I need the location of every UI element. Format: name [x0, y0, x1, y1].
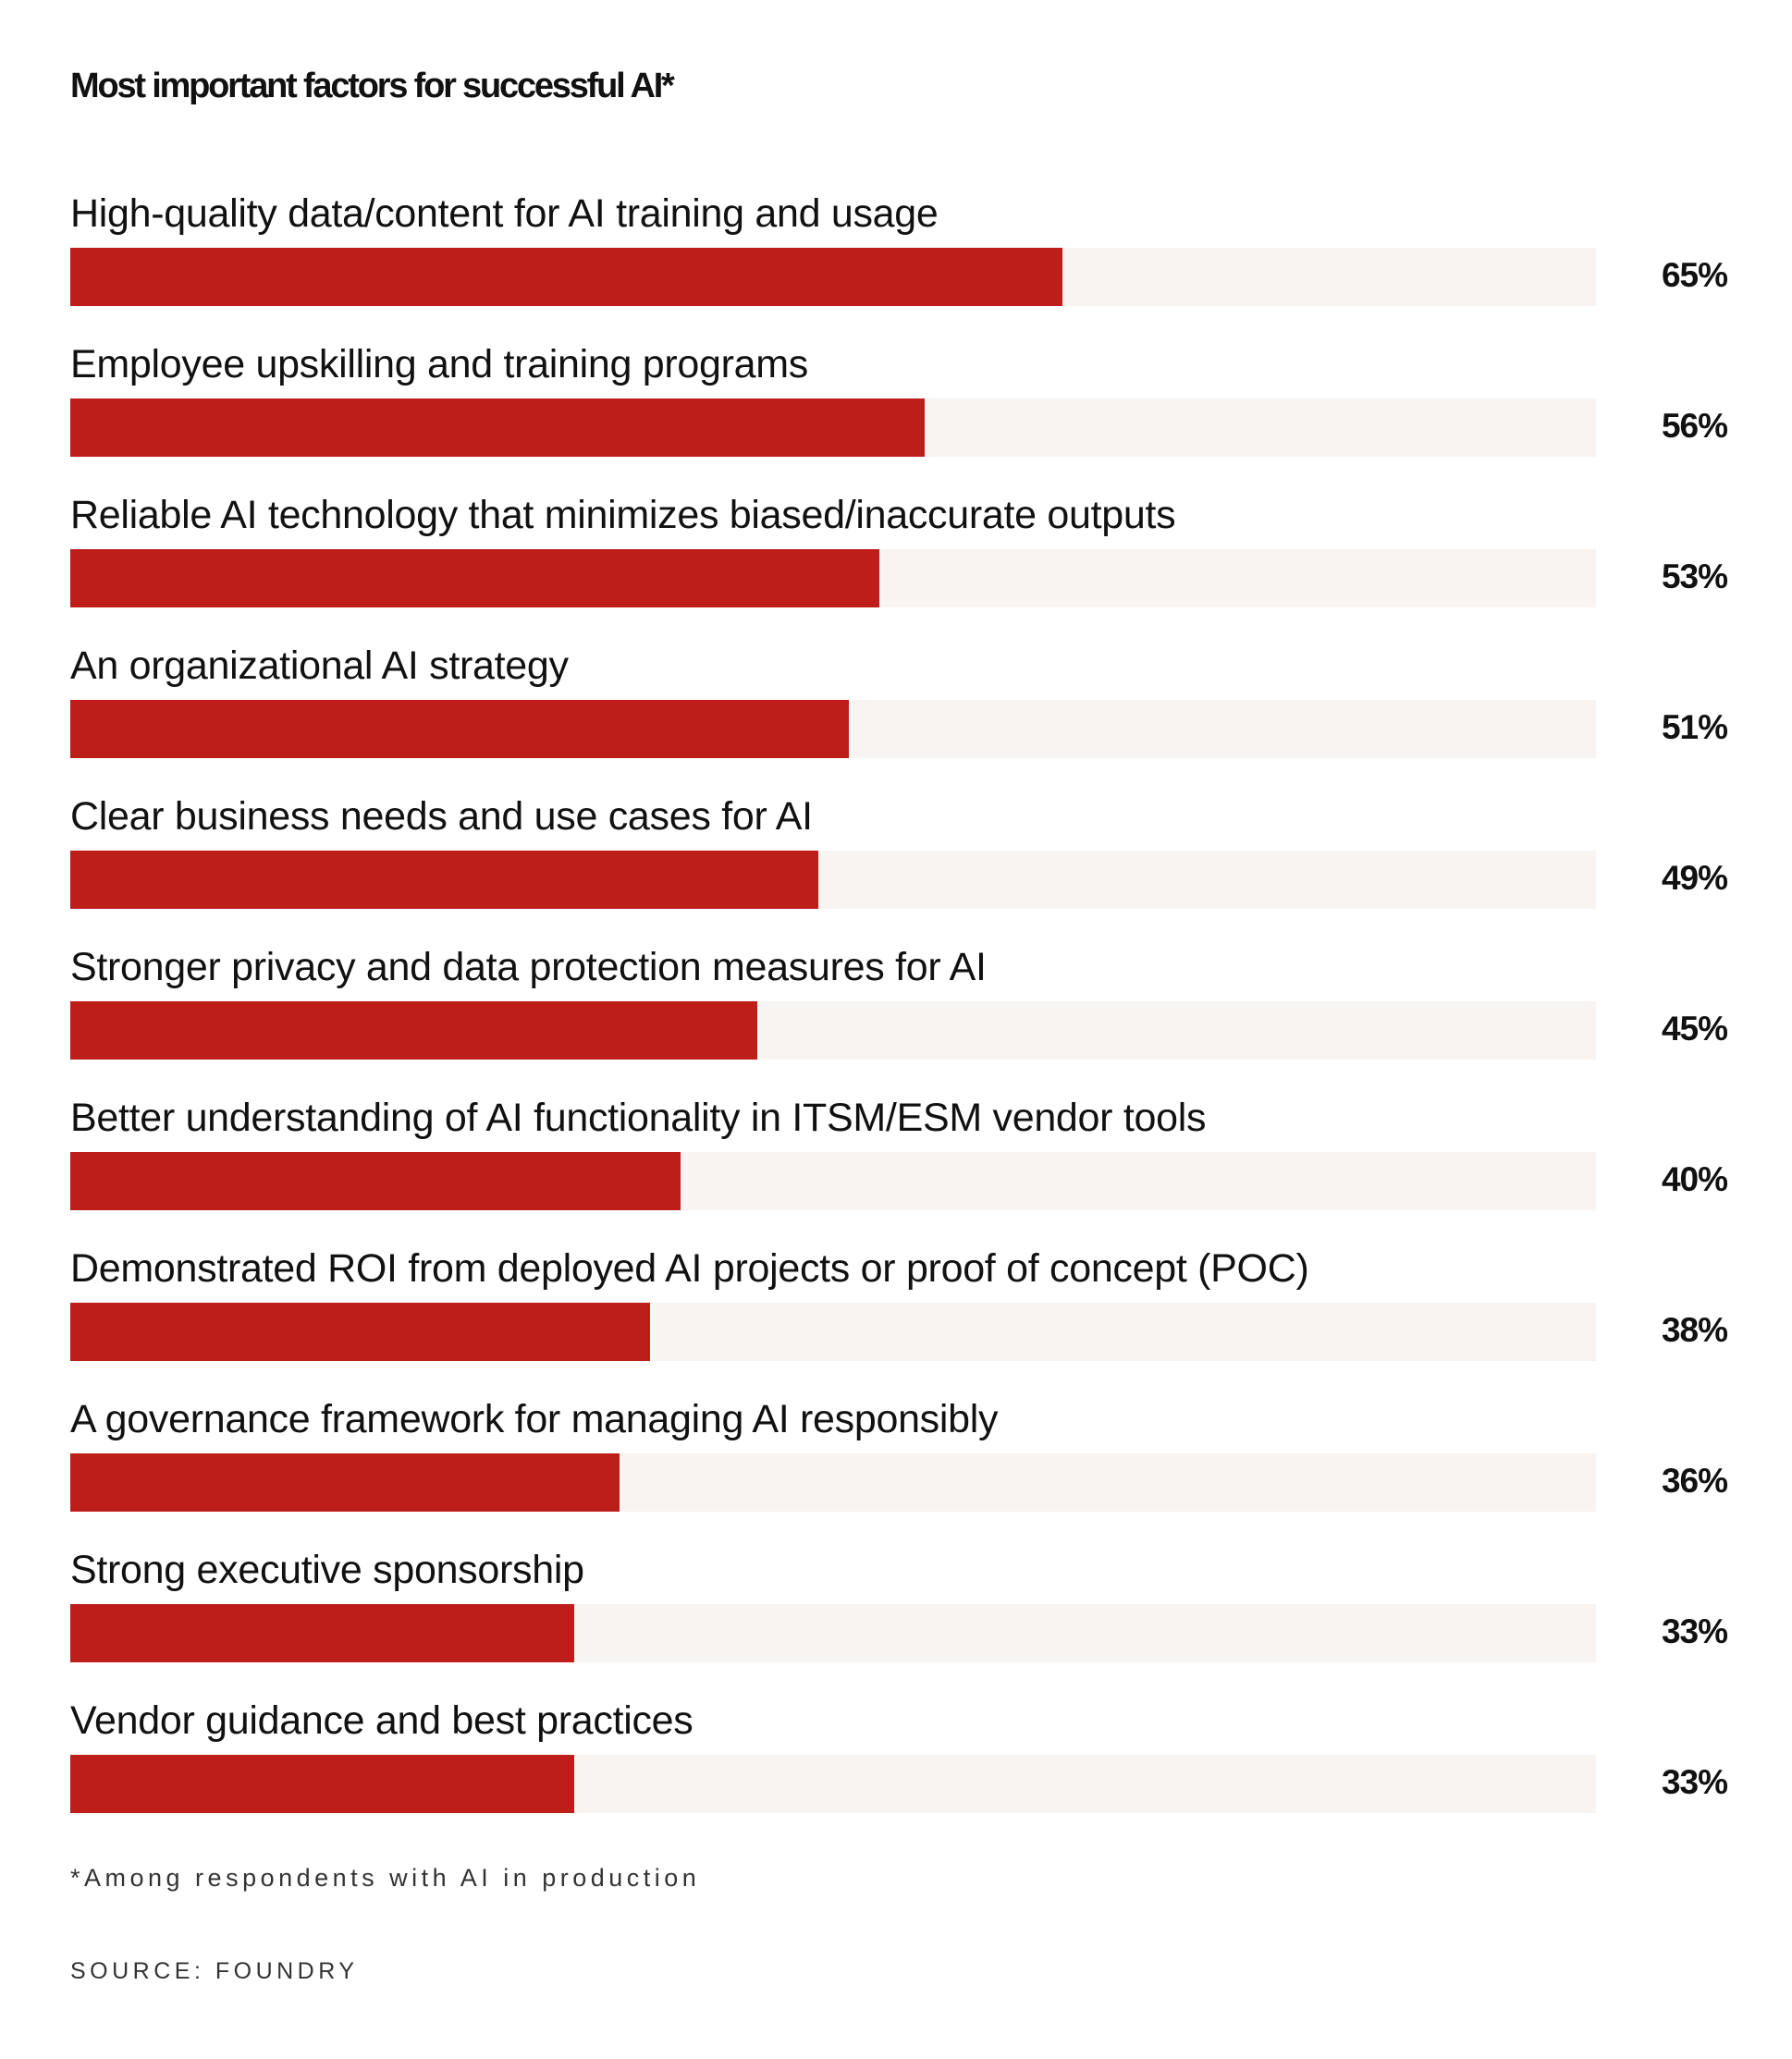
- value-label: 33%: [1661, 1763, 1728, 1801]
- category-label: Strong executive sponsorship: [70, 1548, 584, 1592]
- value-label: 45%: [1661, 1010, 1728, 1048]
- footnote: *Among respondents with AI in production: [70, 1864, 701, 1892]
- bar: [70, 1604, 574, 1662]
- value-label: 33%: [1661, 1612, 1728, 1650]
- source-note: SOURCE: FOUNDRY: [70, 1958, 359, 1984]
- bar: [70, 1001, 757, 1060]
- bar-track: [70, 700, 1596, 758]
- bar-track: [70, 248, 1596, 306]
- bar-track: [70, 398, 1596, 457]
- bar: [70, 1152, 681, 1210]
- value-label: 36%: [1661, 1462, 1728, 1500]
- category-label: Vendor guidance and best practices: [70, 1698, 693, 1743]
- bar-track: [70, 1152, 1596, 1210]
- bar: [70, 1453, 620, 1512]
- category-label: Stronger privacy and data protection mea…: [70, 945, 987, 989]
- bar: [70, 1755, 574, 1813]
- value-label: 38%: [1661, 1311, 1728, 1349]
- bar: [70, 398, 925, 457]
- bar-track: [70, 549, 1596, 607]
- category-label: High-quality data/content for AI trainin…: [70, 191, 939, 236]
- value-label: 51%: [1661, 708, 1728, 746]
- bar-track: [70, 1303, 1596, 1361]
- category-label: A governance framework for managing AI r…: [70, 1397, 999, 1441]
- value-label: 53%: [1661, 558, 1728, 595]
- value-label: 56%: [1661, 407, 1728, 445]
- bar-track: [70, 1604, 1596, 1662]
- bar-track: [70, 1453, 1596, 1512]
- bar: [70, 549, 879, 607]
- category-label: Employee upskilling and training program…: [70, 342, 808, 386]
- category-label: Demonstrated ROI from deployed AI projec…: [70, 1246, 1309, 1291]
- chart-title: Most important factors for successful AI…: [70, 67, 675, 105]
- bar-track: [70, 1001, 1596, 1060]
- value-label: 49%: [1661, 859, 1728, 897]
- bar-track: [70, 851, 1596, 909]
- bar: [70, 851, 818, 909]
- value-label: 40%: [1661, 1160, 1728, 1198]
- value-label: 65%: [1661, 256, 1728, 294]
- category-label: Reliable AI technology that minimizes bi…: [70, 493, 1176, 537]
- bar-track: [70, 1755, 1596, 1813]
- bar: [70, 700, 849, 758]
- category-label: Clear business needs and use cases for A…: [70, 794, 813, 839]
- bar: [70, 248, 1062, 306]
- category-label: An organizational AI strategy: [70, 643, 569, 688]
- bar: [70, 1303, 650, 1361]
- category-label: Better understanding of AI functionality…: [70, 1096, 1207, 1140]
